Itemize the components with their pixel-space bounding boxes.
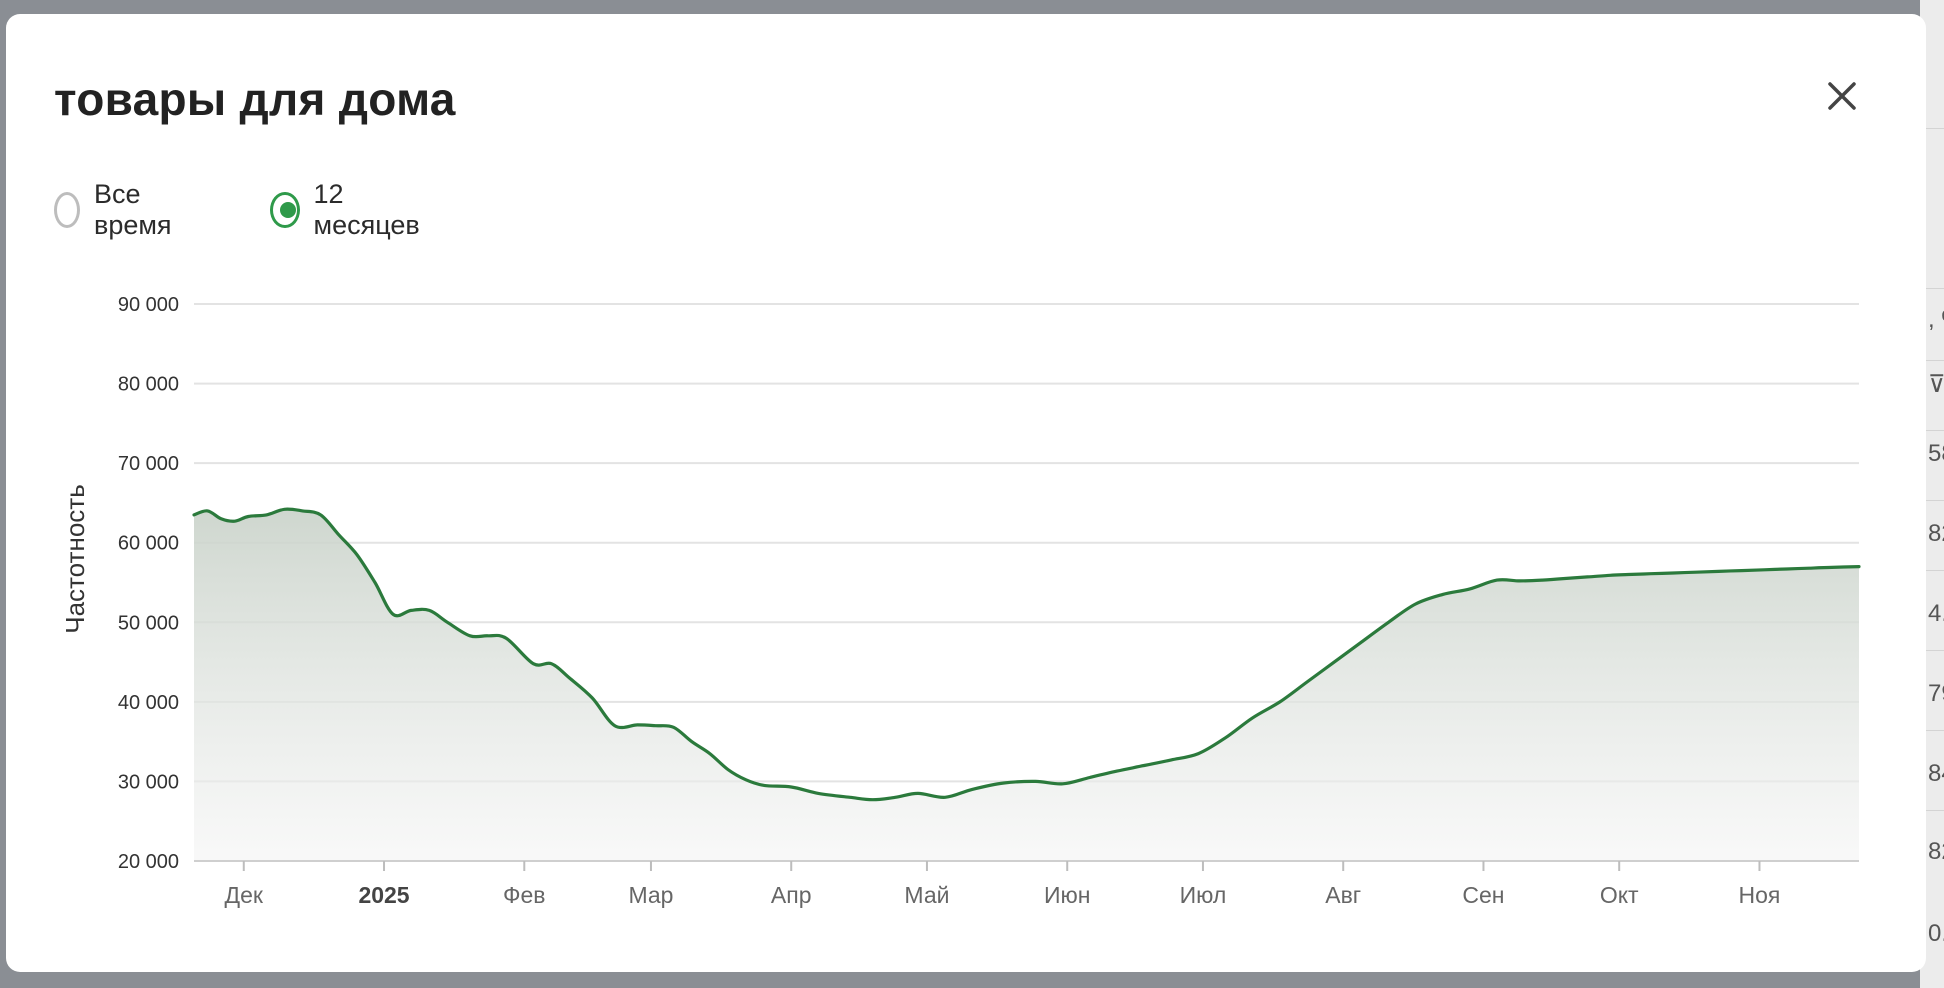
x-tick-label: Ноя [1739,882,1781,908]
radio-circle-icon [270,192,300,228]
radio-label: Все время [93,179,172,240]
radio-all-time[interactable]: Все время [54,179,182,240]
x-tick-label: 2025 [358,882,409,908]
y-tick-label: 40 000 [118,692,179,714]
background-fragment: 58 [1928,440,1944,467]
y-tick-label: 20 000 [118,851,179,873]
y-tick-label: 50 000 [118,612,179,634]
series-line [192,507,1861,802]
background-fragment: 79 [1928,680,1944,707]
frequency-chart: 20 000 30 000 40 000 50 000 60 000 70 000 80 0… [60,294,1861,908]
radio-circle-icon [54,192,80,228]
x-tick-label: Апр [771,882,812,908]
x-tick-label: Дек [225,882,264,908]
close-button[interactable] [1822,76,1862,116]
x-tick-label: Авг [1325,882,1361,908]
x-tick-label: Окт [1600,882,1639,908]
series-area [194,509,1859,861]
x-tick-label: Май [904,882,949,908]
x-tick-label: Мар [628,882,673,908]
background-fragment: 82 [1928,520,1944,547]
y-axis-label: Частотность [60,484,90,633]
y-tick-label: 80 000 [118,374,179,396]
x-tick-label: Июн [1044,882,1090,908]
radio-label: 12 месяцев [313,179,420,240]
background-fragment: , % [1928,306,1944,333]
x-tick-label: Фев [503,882,546,908]
y-tick-label: 90 000 [118,294,179,316]
y-tick-label: 30 000 [118,771,179,793]
y-tick-label: 60 000 [118,533,179,555]
background-fragment: 4. [1928,600,1944,627]
background-fragment: ⊽ [1928,371,1944,398]
x-tick-label: Июл [1180,882,1227,908]
background-fragment: 82 [1928,838,1944,865]
background-fragment: 84 [1928,760,1944,787]
background-fragment: 0. [1928,920,1944,947]
modal-title: товары для дома [54,73,456,125]
y-tick-label: 70 000 [118,453,179,475]
close-icon [1828,82,1856,110]
chart-modal: товары для дома Все время 12 месяцев 20 … [6,14,1926,972]
x-tick-label: Сен [1462,882,1504,908]
radio-12-months[interactable]: 12 месяцев [270,179,426,240]
